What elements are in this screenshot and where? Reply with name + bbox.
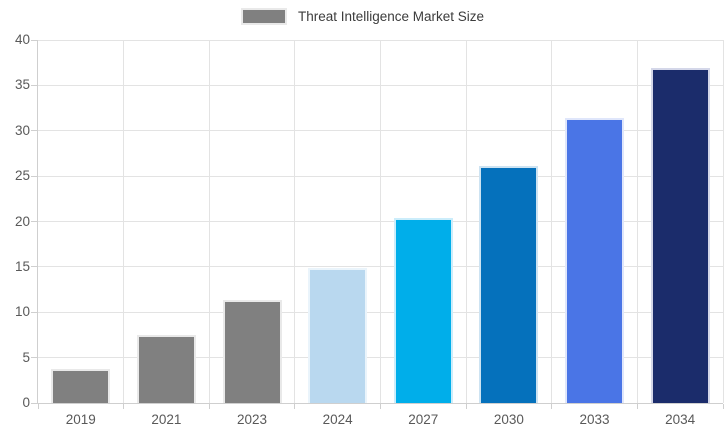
bar-2023[interactable] [222, 300, 282, 403]
x-axis-tick [294, 404, 296, 409]
x-tick-label: 2019 [65, 412, 96, 427]
y-axis-tick [31, 175, 37, 177]
bar-2024[interactable] [308, 267, 368, 403]
y-axis-tick [31, 84, 37, 86]
x-tick-label: 2030 [493, 412, 524, 427]
x-tick-label: 2024 [322, 412, 353, 427]
x-axis-tick [551, 404, 553, 409]
x-axis-tick [636, 404, 638, 409]
v-gridline [294, 40, 296, 403]
bar-2019[interactable] [51, 368, 111, 403]
bar-2021[interactable] [136, 334, 196, 403]
y-axis-tick [31, 402, 37, 404]
bar-2033[interactable] [565, 118, 625, 403]
y-tick-label: 35 [14, 77, 30, 93]
x-tick-label: 2021 [151, 412, 182, 427]
x-axis-tick [37, 404, 39, 409]
y-tick-label: 0 [22, 395, 30, 410]
y-tick-label: 25 [14, 168, 30, 184]
x-axis-tick [123, 404, 125, 409]
y-axis-tick [31, 266, 37, 268]
y-axis-tick [31, 130, 37, 132]
v-gridline [551, 40, 553, 403]
legend-swatch [240, 8, 287, 25]
x-tick-label: 2034 [665, 412, 696, 427]
x-axis-tick [208, 404, 210, 409]
x-axis-tick [465, 404, 467, 409]
bar-2030[interactable] [479, 166, 539, 403]
y-axis-tick [31, 357, 37, 359]
y-tick-label: 30 [14, 122, 30, 138]
v-gridline [380, 40, 381, 403]
x-tick-label: 2023 [237, 412, 268, 427]
y-axis-tick [31, 39, 37, 41]
x-axis-tick [722, 404, 724, 409]
x-tick-label: 2027 [408, 412, 439, 427]
plot-area: 0 5 10 15 20 25 30 35 40 2019 2021 2023 2024 2027 2030… [15, 32, 724, 427]
v-gridline [465, 40, 467, 403]
chart-legend: Threat Intelligence Market Size [0, 8, 725, 25]
bar-2034[interactable] [650, 68, 710, 403]
x-tick-label: 2033 [579, 412, 610, 427]
bar-2027[interactable] [393, 217, 453, 403]
y-axis-tick [31, 311, 37, 313]
y-tick-label: 10 [14, 304, 30, 320]
v-gridline [208, 40, 210, 403]
y-tick-label: 5 [22, 349, 30, 365]
v-gridline [123, 40, 125, 403]
y-tick-label: 20 [14, 213, 30, 229]
y-tick-label: 15 [14, 258, 30, 274]
v-gridline [636, 40, 638, 403]
x-axis-tick [380, 404, 381, 409]
y-axis-tick [31, 221, 37, 222]
v-gridline [722, 40, 724, 403]
legend-label: Threat Intelligence Market Size [297, 9, 485, 24]
legend-item-market-size[interactable]: Threat Intelligence Market Size [240, 8, 485, 25]
y-tick-label: 40 [14, 32, 30, 47]
